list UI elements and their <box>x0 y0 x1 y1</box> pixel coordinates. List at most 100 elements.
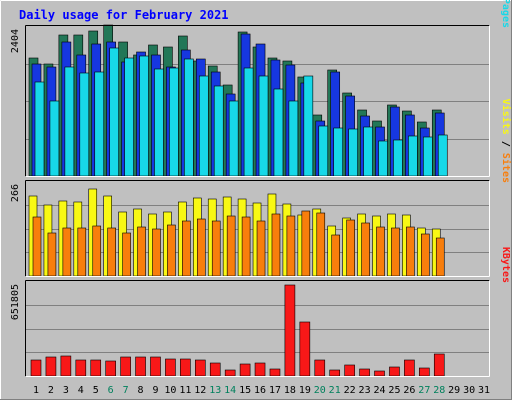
bar-sites <box>32 216 42 277</box>
bar-sites <box>211 220 221 277</box>
bar-pages <box>437 134 448 177</box>
bar-kbytes <box>239 363 251 377</box>
panel-kbytes: 651805 KBytes <box>10 247 511 377</box>
bar-sites <box>256 220 266 277</box>
bar-sites <box>152 228 161 277</box>
bar-sites <box>92 225 102 277</box>
x-tick-label: 16 <box>254 385 266 396</box>
x-tick-label: 8 <box>138 385 144 396</box>
legend: Hits / Files / Pages <box>500 0 512 28</box>
bar-sites <box>196 218 206 277</box>
bar-sites <box>241 216 251 277</box>
bar-kbytes <box>389 366 400 377</box>
x-tick-label: 29 <box>448 385 460 396</box>
bar-pages <box>109 47 119 177</box>
bar-pages <box>94 71 105 177</box>
bar-kbytes <box>75 359 87 377</box>
bar-kbytes <box>60 355 72 377</box>
bar-pages <box>34 81 45 177</box>
x-tick-label: 6 <box>108 385 114 396</box>
bar-pages <box>363 126 373 177</box>
bar-kbytes <box>105 360 116 377</box>
x-tick-label: 4 <box>78 385 84 396</box>
bar-kbytes <box>30 359 42 377</box>
x-tick-label: 30 <box>463 385 475 396</box>
bar-pages <box>184 58 194 177</box>
bar-pages <box>49 100 60 177</box>
bar-pages <box>198 75 209 177</box>
legend-item-visits: Visits <box>500 99 512 135</box>
x-tick-label: 9 <box>152 385 158 396</box>
bar-kbytes <box>90 359 102 377</box>
bar-sites <box>391 227 400 277</box>
x-tick-label: 31 <box>478 385 490 396</box>
x-tick-label: 25 <box>388 385 400 396</box>
x-axis-labels: 1 2 3 4 5 6 7 8 9 10 11 12 13 14 15 16 17 18 19 20 21 22 23 24 2… <box>33 385 490 396</box>
x-tick-label: 21 <box>329 385 341 396</box>
bar-pages <box>288 100 299 177</box>
bar-kbytes <box>150 356 161 377</box>
bar-sites <box>421 233 430 277</box>
bar-kbytes <box>284 284 296 377</box>
x-tick-label: 2 <box>48 385 54 396</box>
bar-sites <box>137 226 146 277</box>
bar-pages <box>378 140 388 177</box>
bar-sites <box>122 232 131 277</box>
x-tick-label: 15 <box>239 385 251 396</box>
bar-sites <box>107 227 116 277</box>
bar-sites <box>361 222 370 277</box>
x-tick-label: 22 <box>344 385 356 396</box>
bar-sites <box>77 227 87 277</box>
legend: KBytes <box>500 247 511 283</box>
bar-sites <box>435 237 445 277</box>
bar-kbytes <box>314 359 326 377</box>
x-tick-label: 18 <box>284 385 296 396</box>
bar-kbytes <box>194 359 206 377</box>
x-tick-label: 26 <box>403 385 415 396</box>
bar-kbytes <box>344 364 355 377</box>
bar-kbytes <box>374 370 385 377</box>
legend-item-sites: Sites <box>500 153 512 183</box>
bar-sites <box>346 219 355 277</box>
bar-pages <box>393 139 403 177</box>
x-tick-label: 7 <box>123 385 129 396</box>
bar-sites <box>271 213 281 277</box>
panel-hits-files-pages: 2404 Hits / Files / Pages <box>10 0 512 177</box>
bar-kbytes <box>299 321 311 377</box>
bar-kbytes <box>433 353 445 377</box>
bar-pages <box>124 57 134 177</box>
bar-pages <box>333 127 344 177</box>
bar-sites <box>286 215 296 277</box>
bar-pages <box>408 135 418 177</box>
legend-item-kbytes: KBytes <box>500 247 511 283</box>
bar-kbytes <box>404 359 415 377</box>
bar-pages <box>243 67 254 177</box>
x-tick-label: 13 <box>209 385 221 396</box>
bar-kbytes <box>359 368 370 377</box>
bar-sites <box>62 227 72 277</box>
panel-visits-sites: 266 Visits / Sites <box>10 99 512 277</box>
bar-sites <box>376 226 385 277</box>
x-tick-label: 5 <box>93 385 99 396</box>
bar-kbytes <box>45 356 57 377</box>
bar-sites <box>406 226 415 277</box>
bar-pages <box>139 55 149 177</box>
bar-kbytes <box>120 356 131 377</box>
bar-pages <box>213 85 224 177</box>
x-tick-label: 24 <box>373 385 385 396</box>
max-value-label: 2404 <box>10 29 21 53</box>
bar-sites <box>226 215 236 277</box>
max-value-label: 651805 <box>10 284 21 320</box>
x-tick-label: 1 <box>33 385 39 396</box>
bar-pages <box>169 67 179 177</box>
bar-kbytes <box>329 369 341 377</box>
bar-kbytes <box>269 368 281 377</box>
chart-title: Daily usage for February 2021 <box>19 8 229 22</box>
max-value-label: 266 <box>10 184 21 202</box>
bar-kbytes <box>165 358 176 377</box>
legend-item-sep: / <box>500 141 511 147</box>
bar-sites <box>167 224 176 277</box>
x-tick-label: 27 <box>418 385 430 396</box>
